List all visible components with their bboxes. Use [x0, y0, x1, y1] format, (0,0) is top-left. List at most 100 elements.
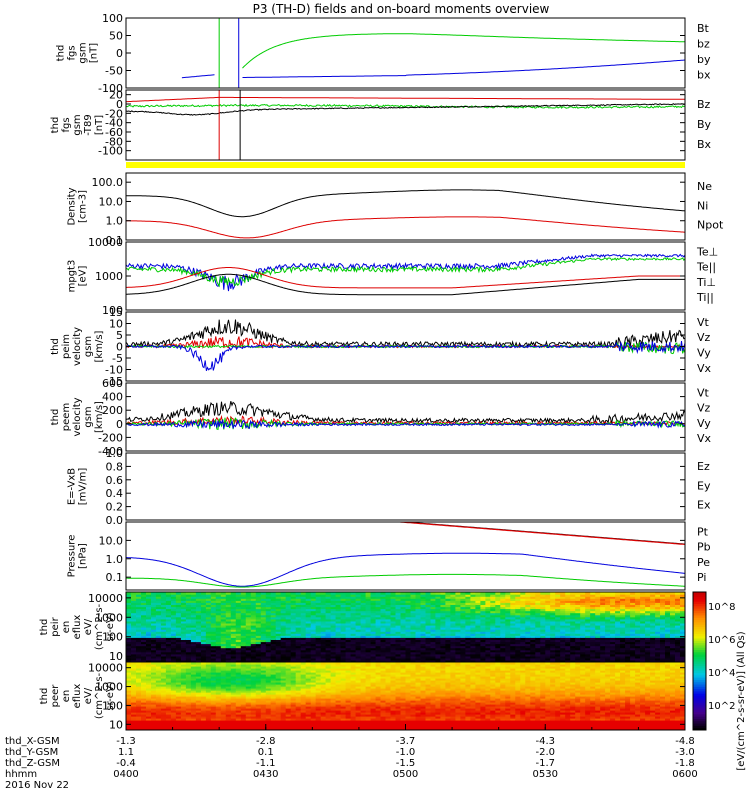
spectrogram-cell: [170, 682, 177, 685]
spectrogram-cell: [136, 704, 142, 707]
spectrogram-cell: [395, 622, 402, 626]
spectrogram-cell: [240, 637, 247, 640]
spectrogram-cell: [151, 604, 157, 608]
spectrogram-cell: [380, 606, 387, 610]
spectrogram-cell: [445, 600, 451, 603]
spectrogram-cell: [380, 592, 387, 595]
spectrogram-cell: [190, 629, 197, 632]
spectrogram-cell: [360, 629, 367, 632]
spectrogram-cell: [620, 627, 626, 630]
spectrogram-cell: [475, 633, 481, 636]
spectrogram-cell: [400, 629, 407, 632]
spectrogram-cell: [240, 670, 247, 673]
spectrogram-cell: [405, 631, 412, 634]
spectrogram-cell: [245, 606, 252, 610]
spectrogram-cell: [185, 704, 192, 707]
spectrogram-cell: [475, 606, 481, 610]
spectrogram-cell: [640, 647, 646, 651]
spectrogram-cell: [220, 728, 227, 730]
spectrogram-cell: [275, 624, 282, 628]
spectrogram-cell: [580, 622, 586, 626]
spectrogram-cell: [560, 608, 566, 612]
spectrogram-cell: [655, 631, 661, 634]
spectrogram-cell: [165, 708, 172, 711]
spectrogram-cell: [330, 645, 337, 649]
spectrogram-cell: [460, 645, 466, 649]
spectrogram-cell: [660, 651, 666, 655]
spectrogram-cell: [660, 594, 666, 597]
spectrogram-cell: [330, 653, 337, 657]
spectrogram-cell: [360, 616, 367, 620]
spectrogram-cell: [670, 627, 676, 630]
spectrogram-cell: [210, 702, 217, 705]
spectrogram-cell: [505, 606, 511, 610]
spectrogram-cell: [530, 649, 536, 653]
spectrogram-cell: [260, 720, 267, 723]
spectrogram-cell: [205, 602, 212, 605]
spectrogram-cell: [151, 698, 157, 701]
spectrogram-cell: [255, 635, 262, 638]
spectrogram-cell: [235, 726, 242, 729]
spectrogram-cell: [500, 608, 506, 612]
spectrogram-cell: [260, 596, 267, 599]
spectrogram-cell: [230, 664, 237, 667]
spectrogram-cell: [165, 692, 172, 695]
spectrogram-cell: [535, 592, 541, 595]
spectrogram-cell: [440, 631, 446, 634]
spectrogram-cell: [490, 620, 496, 624]
spectrogram-cell: [195, 680, 202, 683]
spectrogram-cell: [645, 657, 651, 661]
spectrogram-cell: [250, 664, 257, 667]
spectrogram-cell: [235, 645, 242, 649]
spectrogram-cell: [155, 666, 162, 669]
spectrogram-cell: [350, 614, 357, 618]
spectrogram-cell: [515, 592, 521, 595]
spectrogram-cell: [645, 622, 651, 626]
y-tick-label: -200: [98, 431, 123, 444]
spectrogram-cell: [200, 612, 207, 616]
spectrogram-cell: [620, 602, 626, 605]
spectrogram-cell: [665, 649, 671, 653]
spectrogram-cell: [325, 608, 332, 612]
spectrogram-cell: [290, 649, 297, 653]
spectrogram-cell: [550, 653, 556, 657]
spectrogram-cell: [185, 616, 192, 620]
spectrogram-cell: [680, 598, 685, 601]
y-axis-label: gsm: [83, 406, 94, 427]
spectrogram-cell: [365, 641, 372, 645]
spectrogram-cell: [205, 655, 212, 659]
spectrogram-cell: [400, 620, 407, 624]
spectrogram-cell: [215, 716, 222, 719]
spectrogram-cell: [200, 714, 207, 717]
spectrogram-cell: [275, 622, 282, 626]
spectrogram-cell: [680, 649, 685, 653]
spectrogram-cell: [190, 649, 197, 653]
spectrogram-cell: [185, 635, 192, 638]
spectrogram-cell: [225, 594, 232, 597]
spectrogram-cell: [595, 653, 601, 657]
spectrogram-cell: [480, 624, 486, 628]
plot-area-ion-velocity: [126, 319, 685, 371]
spectrogram-cell: [495, 635, 501, 638]
spectrogram-cell: [470, 604, 476, 608]
spectrogram-cell: [131, 629, 137, 632]
spectrogram-cell: [290, 641, 297, 645]
spectrogram-cell: [645, 600, 651, 603]
spectrogram-cell: [170, 596, 177, 599]
spectrogram-cell: [315, 643, 322, 647]
spectrogram-cell: [520, 612, 526, 616]
spectrogram-cell: [240, 662, 247, 665]
spectrogram-cell: [330, 598, 337, 601]
spectrogram-cell: [365, 620, 372, 624]
spectrogram-cell: [650, 635, 656, 638]
spectrogram-cell: [320, 655, 327, 659]
spectrogram-cell: [160, 688, 167, 691]
spectrogram-cell: [320, 602, 327, 605]
spectrogram-cell: [490, 616, 496, 620]
spectrogram-cell: [550, 649, 556, 653]
spectrogram-cell: [325, 614, 332, 618]
spectrogram-cell: [131, 698, 137, 701]
spectrogram-cell: [160, 676, 167, 679]
spectrogram-cell: [300, 610, 307, 614]
spectrogram-cell: [540, 612, 546, 616]
